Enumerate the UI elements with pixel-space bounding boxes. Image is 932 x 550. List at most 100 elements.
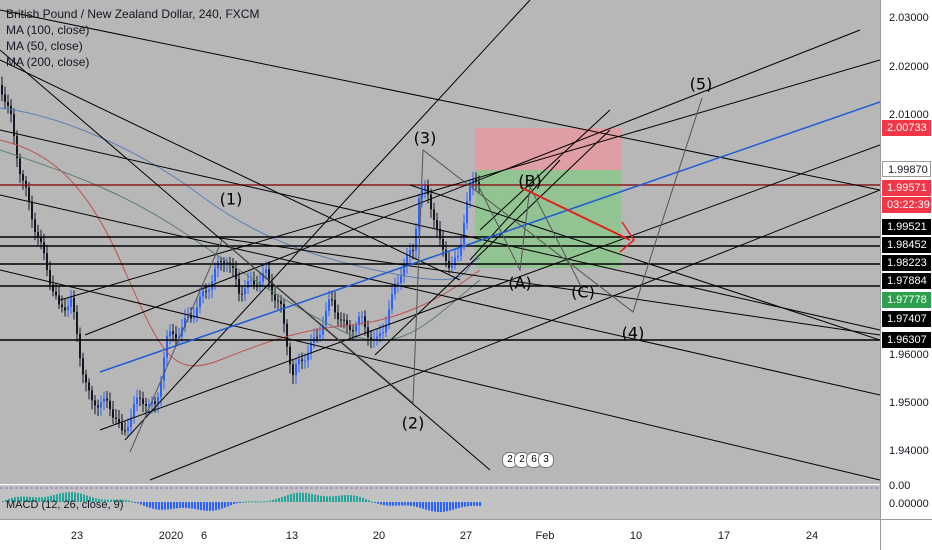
candle-body (364, 316, 366, 328)
macd-bar (440, 502, 442, 512)
macd-bar (146, 502, 148, 507)
level-badge[interactable]: 1.99521 (882, 219, 931, 235)
candle-body (67, 306, 69, 311)
candle-body (301, 359, 303, 361)
candle-body (289, 346, 291, 365)
macd-bar (119, 499, 121, 502)
horizontal-levels[interactable] (0, 184, 880, 341)
macd-bar (362, 497, 364, 502)
macd-bar (191, 502, 193, 509)
time-axis[interactable]: 23 2020 6 13 20 27 Feb 10 17 24 2 (0, 519, 896, 550)
candle-body (460, 244, 462, 256)
entry-price-badge[interactable]: 1.99870 (882, 161, 931, 177)
macd-bar (278, 498, 280, 502)
price-chart-pane[interactable]: British Pound / New Zealand Dollar, 240,… (0, 0, 880, 484)
price-chart-canvas[interactable] (0, 0, 880, 484)
macd-bar (431, 502, 433, 512)
trend-lines[interactable] (0, 0, 880, 481)
trend-line (479, 109, 611, 231)
wave-label-3[interactable]: (3) (413, 128, 437, 148)
wave-label-4[interactable]: (4) (621, 323, 645, 343)
candle-body (355, 325, 357, 332)
candle-body (370, 337, 372, 341)
candle-body (235, 267, 237, 279)
candle-body (190, 316, 192, 319)
macd-bar (20, 496, 22, 502)
wave-label-b[interactable]: (B) (518, 171, 542, 191)
projection-arrow (519, 186, 631, 241)
ma200-legend[interactable]: MA (200, close) (6, 55, 90, 69)
projection-arrow-head (619, 221, 635, 253)
macd-bar (449, 502, 451, 511)
macd-bar (377, 502, 379, 504)
candle-body (433, 209, 435, 220)
macd-bar (392, 502, 394, 506)
macd-bar (98, 498, 100, 502)
candle-body (223, 261, 225, 264)
stop-loss-zone[interactable] (475, 128, 621, 170)
macd-bar (107, 499, 109, 502)
take-profit-zone[interactable] (475, 170, 621, 268)
macd-bar (101, 499, 103, 502)
macd-bar (284, 495, 286, 502)
time-tick: 10 (629, 530, 643, 542)
candle-body (25, 180, 27, 188)
trend-line (219, 237, 880, 336)
elliott-wave-path (129, 97, 703, 453)
candle-body (133, 404, 135, 418)
candle-body (304, 360, 306, 362)
wave-label-a[interactable]: (A) (508, 273, 532, 293)
macd-bar (5, 499, 7, 502)
event-badge[interactable]: 3 (538, 452, 554, 468)
last-price-badge[interactable]: 1.99571 (882, 180, 931, 196)
macd-bar (29, 496, 31, 502)
macd-bar (74, 492, 76, 502)
macd-bar (212, 502, 214, 511)
candle-body (115, 417, 117, 419)
candle-body (385, 325, 387, 333)
macd-bar (17, 496, 19, 502)
ma-price-badge[interactable]: 1.97778 (882, 292, 931, 308)
candle-body (85, 374, 87, 383)
time-tick: 17 (717, 530, 731, 542)
target-price-badge[interactable]: 2.00733 (882, 120, 931, 136)
macd-bar (53, 495, 55, 502)
trend-line (374, 129, 611, 356)
level-badge[interactable]: 1.96307 (882, 332, 931, 348)
macd-bar (206, 502, 208, 511)
candle-body (22, 174, 24, 181)
macd-bar (275, 499, 277, 502)
macd-bar (395, 502, 397, 506)
price-axis[interactable]: 2.03000 2.02000 2.01000 1.96000 1.95000 … (880, 0, 932, 519)
level-badge[interactable]: 1.97884 (882, 273, 931, 289)
macd-bar (209, 502, 211, 511)
ma50-legend[interactable]: MA (50, close) (6, 39, 83, 53)
wave-label-2[interactable]: (2) (401, 413, 425, 433)
macd-bar (461, 502, 463, 508)
wave-label-c[interactable]: (C) (571, 282, 595, 302)
macd-bar (311, 494, 313, 502)
level-badge[interactable]: 1.98223 (882, 255, 931, 271)
macd-pane[interactable]: MACD (12, 26, close, 9) (0, 485, 880, 519)
symbol-title[interactable]: British Pound / New Zealand Dollar, 240,… (6, 7, 260, 21)
macd-histogram (0, 487, 880, 512)
macd-bar (332, 496, 334, 502)
macd-bar (350, 495, 352, 502)
trend-line (0, 194, 880, 396)
level-badge[interactable]: 1.98452 (882, 237, 931, 253)
ma100-legend[interactable]: MA (100, close) (6, 23, 90, 37)
macd-bar (194, 502, 196, 510)
wave-label-1[interactable]: (1) (219, 189, 243, 209)
level-badge[interactable]: 1.97407 (882, 311, 931, 327)
macd-legend[interactable]: MACD (12, 26, close, 9) (6, 499, 124, 511)
wave-label-5[interactable]: (5) (689, 74, 713, 94)
candle-body (280, 301, 282, 305)
macd-bar (308, 493, 310, 502)
macd-bar (2, 501, 4, 503)
candle-body (79, 333, 81, 359)
macd-bar (344, 495, 346, 502)
bar-countdown-badge: 03:22:39 (882, 197, 931, 213)
macd-bar (200, 502, 202, 511)
blue-trend-line (99, 101, 880, 373)
